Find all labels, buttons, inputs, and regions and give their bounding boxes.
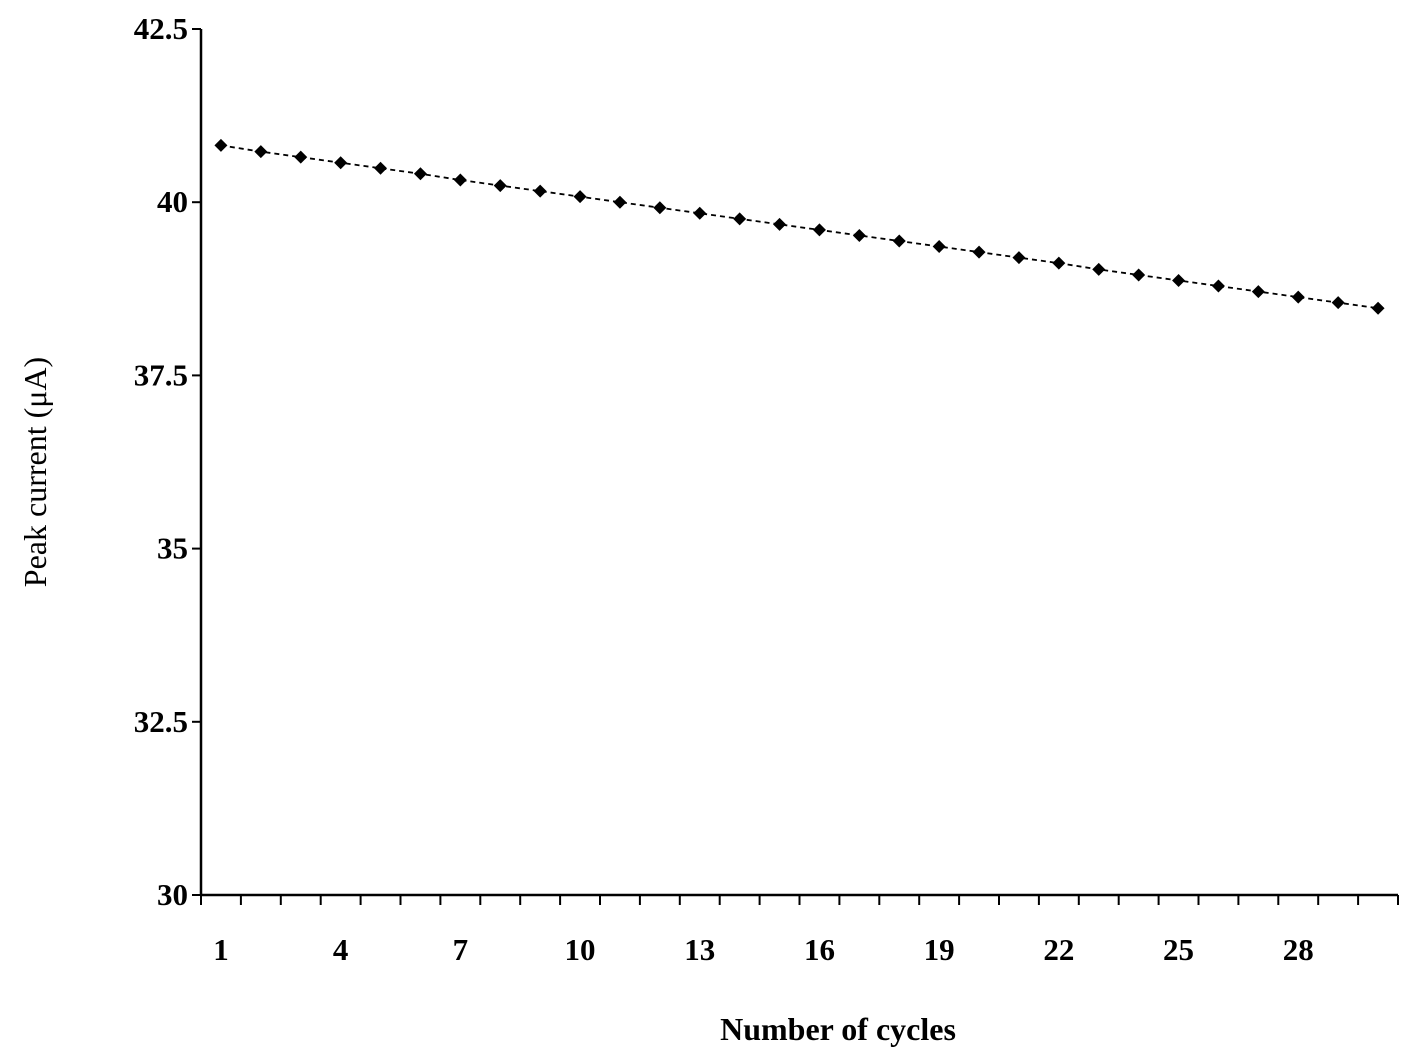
x-tick-label: 10 [565, 932, 596, 967]
data-point [334, 156, 348, 170]
data-point [1291, 290, 1305, 304]
data-point [812, 223, 826, 237]
axes [199, 29, 1398, 897]
y-tick-label: 42.5 [134, 11, 188, 46]
y-tick-label: 40 [157, 184, 188, 219]
data-point [733, 212, 747, 226]
data-point [214, 138, 228, 152]
data-point [493, 179, 507, 193]
data-point [1012, 251, 1026, 265]
data-point [573, 190, 587, 204]
data-point [1132, 268, 1146, 282]
data-point [1211, 279, 1225, 293]
data-point [1331, 296, 1345, 310]
series-line [220, 144, 1379, 310]
y-axis-title: Peak current (μA) [17, 357, 53, 587]
data-point [932, 240, 946, 254]
y-tick-label: 30 [157, 877, 188, 912]
data-point [1092, 262, 1106, 276]
x-tick-label: 7 [453, 932, 469, 967]
data-point [773, 217, 787, 231]
data-point [693, 206, 707, 220]
y-axis-ticks: 30 32.5 35 37.5 40 42.5 [134, 11, 201, 912]
data-point [413, 167, 427, 181]
y-tick-label: 35 [157, 531, 188, 566]
data-point [453, 173, 467, 187]
data-point [1052, 256, 1066, 270]
data-point [613, 195, 627, 209]
x-tick-label: 25 [1163, 932, 1194, 967]
data-point [374, 161, 388, 175]
data-point [1251, 285, 1265, 299]
x-tick-label: 28 [1283, 932, 1314, 967]
x-tick-label: 13 [684, 932, 715, 967]
y-tick-label: 32.5 [134, 704, 188, 739]
x-axis-title: Number of cycles [720, 1011, 956, 1047]
series-group [214, 138, 1385, 315]
x-tick-label: 22 [1043, 932, 1074, 967]
data-point [852, 228, 866, 242]
x-tick-label: 16 [804, 932, 835, 967]
x-axis-ticks: 1 4 7 10 13 16 19 22 25 28 [200, 895, 1399, 967]
y-tick-label: 37.5 [134, 357, 188, 392]
data-point [294, 150, 308, 164]
data-point [653, 201, 667, 215]
data-point [254, 145, 268, 159]
x-tick-label: 19 [924, 932, 955, 967]
data-point [1172, 273, 1186, 287]
data-point [972, 245, 986, 259]
data-point [533, 184, 547, 198]
x-tick-label: 4 [333, 932, 349, 967]
data-point [1371, 301, 1385, 315]
x-tick-label: 1 [213, 932, 229, 967]
data-point [892, 234, 906, 248]
